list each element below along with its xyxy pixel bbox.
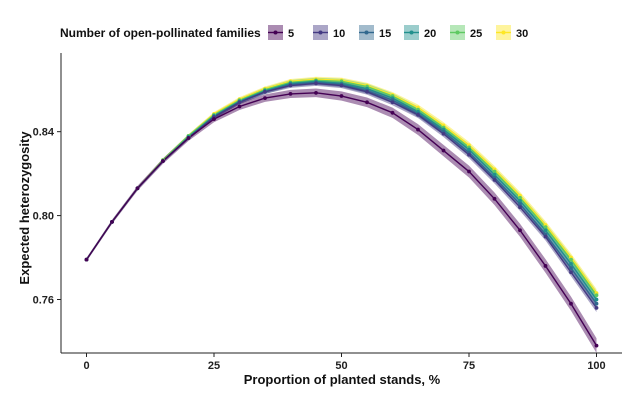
legend-point <box>501 30 506 35</box>
legend-item-30: 30 <box>496 25 528 40</box>
legend-items: 5 10 15 20 25 30 <box>268 25 528 40</box>
point-series-5-x80 <box>492 196 497 201</box>
legend-point <box>318 30 323 35</box>
y-tick-label: 0.80 <box>33 211 54 223</box>
legend-label: 5 <box>288 28 294 40</box>
line-series-5 <box>85 92 598 347</box>
point-series-5-x75 <box>467 169 471 174</box>
point-series-10-x75 <box>467 152 471 157</box>
point-series-25-x95 <box>569 257 573 262</box>
y-axis-title: Expected heterozygosity <box>17 131 32 285</box>
point-series-5-x15 <box>161 159 165 163</box>
point-series-5-x30 <box>237 104 242 109</box>
band-series-30 <box>86 76 597 298</box>
point-series-10-x40 <box>288 83 293 88</box>
point-series-5-x0 <box>84 257 89 262</box>
legend-item-15: 15 <box>359 25 391 40</box>
point-series-15-x85 <box>518 202 522 206</box>
legend-point <box>364 30 369 35</box>
point-series-10-x70 <box>441 131 446 136</box>
legend-item-20: 20 <box>404 25 436 40</box>
point-series-5-x20 <box>186 136 191 140</box>
point-series-25-x90 <box>543 225 548 230</box>
legend-point <box>273 30 278 35</box>
point-series-5-x90 <box>543 264 548 268</box>
point-series-20-x75 <box>467 147 471 152</box>
point-series-5-x50 <box>339 94 344 98</box>
point-series-5-x40 <box>288 92 293 96</box>
point-series-5-x65 <box>416 127 420 132</box>
point-series-10-x100 <box>594 306 599 310</box>
line-series-30 <box>85 78 598 294</box>
point-series-15-x100 <box>594 301 599 306</box>
point-series-5-x55 <box>365 100 369 105</box>
point-series-5-x85 <box>518 228 522 233</box>
legend-label: 15 <box>379 28 391 40</box>
point-series-10-x45 <box>314 81 318 86</box>
x-tick-label: 75 <box>463 360 475 372</box>
point-series-5-x25 <box>212 117 216 121</box>
x-tick-label: 100 <box>587 360 605 372</box>
point-series-5-x70 <box>441 148 446 153</box>
y-tick-label: 0.76 <box>33 295 54 307</box>
point-series-5-x100 <box>594 343 599 348</box>
point-series-20-x90 <box>543 228 548 233</box>
point-series-10-x35 <box>263 89 267 94</box>
point-series-20-x85 <box>518 199 522 203</box>
legend-label: 10 <box>333 28 345 40</box>
legend-label: 30 <box>516 28 528 40</box>
series-lines <box>85 78 598 347</box>
point-series-10-x90 <box>543 234 548 239</box>
point-series-20-x95 <box>569 261 573 266</box>
point-series-10-x55 <box>365 89 369 94</box>
y-tick-label: 0.84 <box>33 127 55 139</box>
point-series-5-x5 <box>110 219 114 224</box>
x-axis-title: Proportion of planted stands, % <box>244 372 441 387</box>
confidence-bands <box>86 76 597 354</box>
x-tick-label: 25 <box>208 360 220 372</box>
point-series-5-x35 <box>263 96 267 100</box>
line-series-20 <box>85 80 598 300</box>
point-series-5-x45 <box>314 90 318 95</box>
legend-title: Number of open-pollinated families <box>60 26 261 40</box>
legend-item-25: 25 <box>450 25 482 40</box>
legend-item-10: 10 <box>313 25 345 40</box>
point-series-5-x95 <box>569 301 573 306</box>
point-series-5-x10 <box>135 186 140 191</box>
series-points <box>84 77 599 348</box>
point-series-10-x85 <box>518 205 522 210</box>
point-series-10-x65 <box>416 112 420 117</box>
band-series-5 <box>86 88 597 354</box>
point-series-25-x80 <box>492 169 497 174</box>
legend-item-5: 5 <box>268 25 294 40</box>
point-series-20-x80 <box>492 172 497 177</box>
point-series-25-x100 <box>594 293 599 298</box>
legend-point <box>455 30 460 35</box>
point-series-10-x95 <box>569 270 573 275</box>
x-tick-label: 50 <box>335 360 347 372</box>
line-series-25 <box>85 79 598 296</box>
legend: Number of open-pollinated families 5 10 15… <box>60 25 528 40</box>
point-series-10-x30 <box>237 100 242 105</box>
legend-label: 20 <box>424 28 436 40</box>
point-series-10-x60 <box>390 100 395 105</box>
band-series-25 <box>86 77 597 300</box>
point-series-5-x60 <box>390 110 395 115</box>
x-tick-label: 0 <box>83 360 89 372</box>
legend-point <box>409 30 414 35</box>
point-series-20-x100 <box>594 297 599 302</box>
legend-label: 25 <box>470 28 482 40</box>
axes: 0.76 0.80 0.84 0 25 50 75 100 <box>33 53 622 372</box>
band-series-20 <box>86 78 597 304</box>
point-series-25-x85 <box>518 195 522 200</box>
point-series-10-x80 <box>492 178 497 182</box>
point-series-10-x50 <box>339 83 344 88</box>
point-series-15-x95 <box>569 266 573 270</box>
